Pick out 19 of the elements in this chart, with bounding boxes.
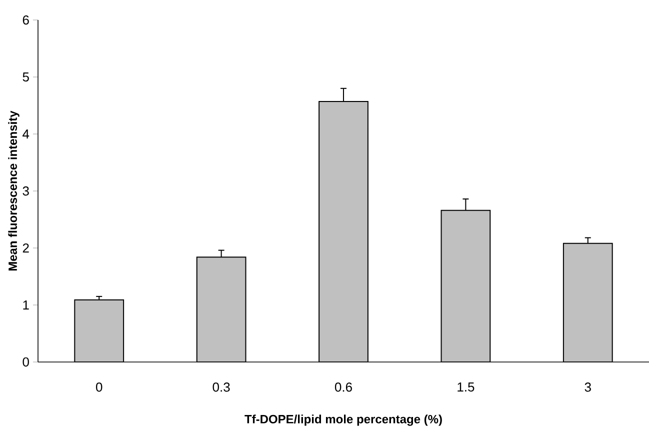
y-tick-label: 2 xyxy=(22,243,29,253)
x-tick-label: 0.3 xyxy=(212,382,230,392)
bar xyxy=(74,299,124,362)
bar xyxy=(196,256,246,362)
x-tick-label: 0 xyxy=(96,382,102,392)
bar xyxy=(440,210,491,362)
y-tick-label: 1 xyxy=(23,300,29,310)
bar xyxy=(318,101,368,362)
y-tick-label: 4 xyxy=(22,130,30,138)
x-tick-label: 0.6 xyxy=(334,382,352,392)
bar xyxy=(562,242,613,362)
y-axis-title: Mean fluorescence intensity xyxy=(8,110,20,271)
y-tick-label: 0 xyxy=(22,357,29,367)
x-tick-label: 1.5 xyxy=(458,382,474,392)
y-tick-label: 6 xyxy=(22,15,29,25)
x-tick-label: 3 xyxy=(584,382,591,392)
y-tick-label: 5 xyxy=(22,72,29,82)
y-tick-label: 3 xyxy=(22,186,29,196)
x-axis-title: Tf-DOPE/lipid mole percentage (%) xyxy=(244,414,442,426)
